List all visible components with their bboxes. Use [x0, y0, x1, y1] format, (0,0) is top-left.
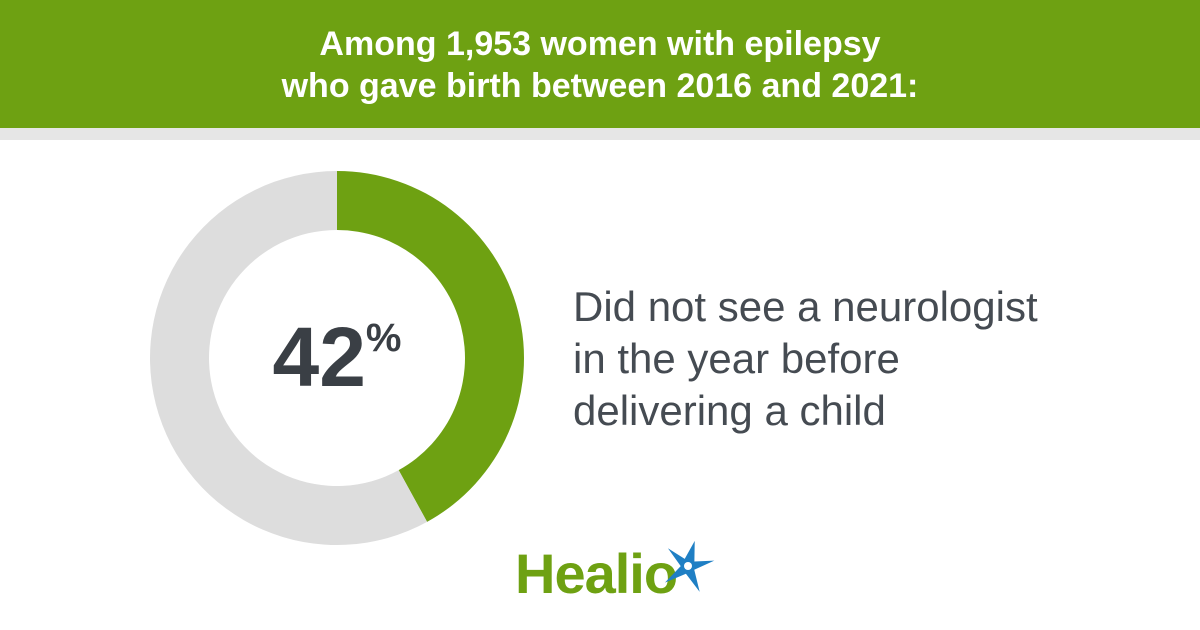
title-line: who gave birth between 2016 and 2021: — [281, 67, 919, 105]
logo-star — [664, 540, 715, 592]
title: Among 1,953 women with epilepsy who gave … — [281, 25, 919, 105]
annotation: Did not see a neurologist in the year bef… — [573, 283, 1038, 434]
annotation-line: Did not see a neurologist — [573, 283, 1038, 330]
annotation-line: delivering a child — [573, 387, 886, 434]
value-label: 42% — [272, 310, 401, 404]
header-rule — [0, 128, 1200, 140]
annotation-line: in the year before — [573, 335, 900, 382]
donut-segment — [149, 171, 428, 545]
logo-text: Healio — [515, 542, 677, 605]
donut-segment — [337, 171, 524, 522]
star-center — [684, 562, 692, 570]
title-line: Among 1,953 women with epilepsy — [319, 25, 880, 63]
donut: 42% — [149, 171, 524, 545]
logo: Healio — [515, 540, 715, 605]
header-band — [0, 0, 1200, 128]
